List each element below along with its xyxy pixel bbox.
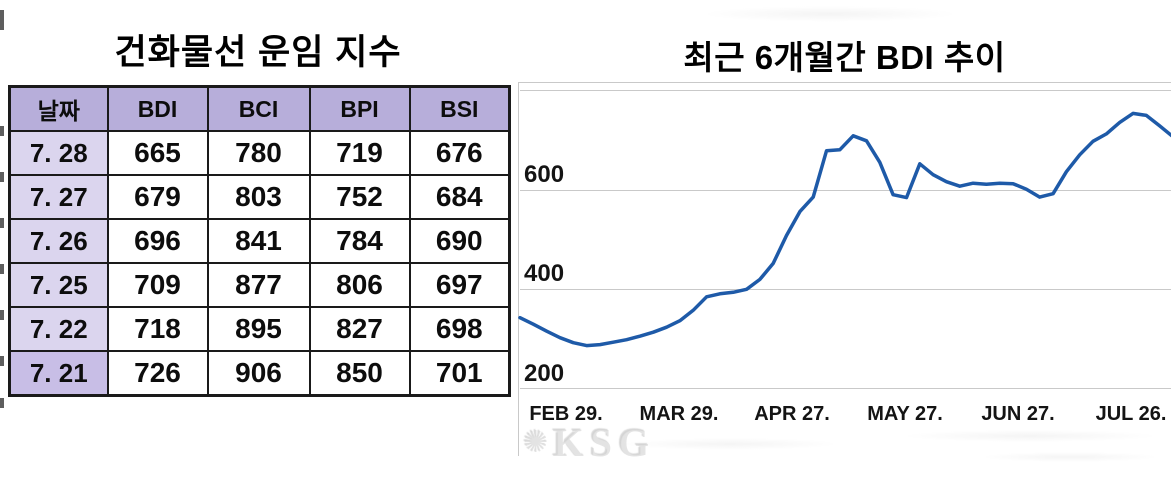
x-axis-label: JUN 27. (981, 403, 1055, 425)
table-row: 7. 21 726 906 850 701 (8, 350, 511, 397)
index-value-cell: 719 (308, 130, 411, 176)
gridline-400 (520, 289, 1171, 290)
index-value-cell: 665 (106, 130, 209, 176)
index-value-cell: 850 (308, 350, 411, 397)
index-value-cell: 709 (106, 262, 209, 308)
table-row: 7. 25 709 877 806 697 (8, 262, 511, 308)
index-value-cell: 906 (206, 350, 311, 397)
date-cell: 7. 21 (8, 350, 109, 397)
x-axis-label: APR 27. (754, 403, 830, 425)
table-row: 7. 28 665 780 719 676 (8, 130, 511, 176)
bdi-series-line (518, 111, 1171, 348)
index-value-cell: 696 (106, 218, 209, 264)
index-value-cell: 784 (308, 218, 411, 264)
index-value-cell: 697 (408, 262, 511, 308)
scan-artifact (0, 126, 4, 136)
date-cell: 7. 27 (8, 174, 109, 220)
table-title: 건화물선 운임 지수 (114, 33, 402, 72)
x-axis-label: FEB 29. (529, 403, 603, 425)
scan-artifact (700, 6, 960, 22)
table-row: 7. 27 679 803 752 684 (8, 174, 511, 220)
column-header: BSI (408, 85, 511, 132)
date-cell: 7. 26 (8, 218, 109, 264)
scan-artifact (0, 398, 4, 408)
x-axis-labels: FEB 29. MAR 29. APR 27. MAY 27. JUN 27. JUL 2… (520, 403, 1171, 429)
freight-index-table: 날짜 BDI BCI BPI BSI 7. 28 665 780 719 676 7. 27 679… (8, 85, 511, 397)
x-axis-label: MAY 27. (867, 403, 943, 425)
index-value-cell: 698 (408, 306, 511, 352)
scan-artifact (0, 356, 4, 366)
scan-artifact (900, 430, 1160, 442)
index-value-cell: 679 (106, 174, 209, 220)
bdi-line-chart (518, 111, 1171, 348)
index-value-cell: 803 (206, 174, 311, 220)
column-header: BDI (106, 85, 209, 132)
index-value-cell: 780 (206, 130, 311, 176)
index-value-cell: 827 (308, 306, 411, 352)
y-axis-label: 400 (524, 260, 565, 287)
x-axis-label: JUL 26. (1095, 403, 1167, 425)
scan-artifact (0, 10, 4, 30)
index-value-cell: 726 (106, 350, 209, 397)
scan-artifact (0, 310, 4, 320)
gridline-600 (520, 190, 1171, 191)
column-header: BCI (206, 85, 311, 132)
index-value-cell: 718 (106, 306, 209, 352)
table-header-row: 날짜 BDI BCI BPI BSI (8, 85, 511, 132)
column-header: 날짜 (8, 85, 109, 132)
y-axis-label: 200 (524, 360, 565, 387)
table-row: 7. 22 718 895 827 698 (8, 306, 511, 352)
y-axis-label: 600 (524, 161, 565, 188)
sunburst-icon: ✺ (523, 426, 549, 459)
index-value-cell: 806 (308, 262, 411, 308)
index-value-cell: 752 (308, 174, 411, 220)
date-cell: 7. 28 (8, 130, 109, 176)
date-cell: 7. 25 (8, 262, 109, 308)
index-value-cell: 701 (408, 350, 511, 397)
plot-area: 600 400 200 (518, 90, 1171, 389)
index-value-cell: 841 (206, 218, 311, 264)
table-row: 7. 26 696 841 784 690 (8, 218, 511, 264)
ksg-watermark: ✺ KSG (523, 419, 655, 466)
scan-artifact (0, 264, 4, 274)
index-value-cell: 690 (408, 218, 511, 264)
index-value-cell: 676 (408, 130, 511, 176)
date-cell: 7. 22 (8, 306, 109, 352)
scan-artifact (980, 452, 1160, 462)
gridline-800 (520, 90, 1171, 91)
index-value-cell: 684 (408, 174, 511, 220)
chart-frame: 600 400 200 FEB 29. MAR 29. APR 27. MAY 27. JU… (518, 82, 1171, 465)
column-header: BPI (308, 85, 411, 132)
gridline-200 (520, 388, 1171, 389)
scan-artifact (0, 172, 4, 182)
watermark-text: KSG (552, 420, 656, 465)
scan-artifact (0, 218, 4, 228)
index-value-cell: 895 (206, 306, 311, 352)
x-axis-label: MAR 29. (639, 403, 719, 425)
scan-artifact (620, 438, 840, 450)
index-value-cell: 877 (206, 262, 311, 308)
chart-title: 최근 6개월간 BDI 추이 (683, 39, 1006, 76)
